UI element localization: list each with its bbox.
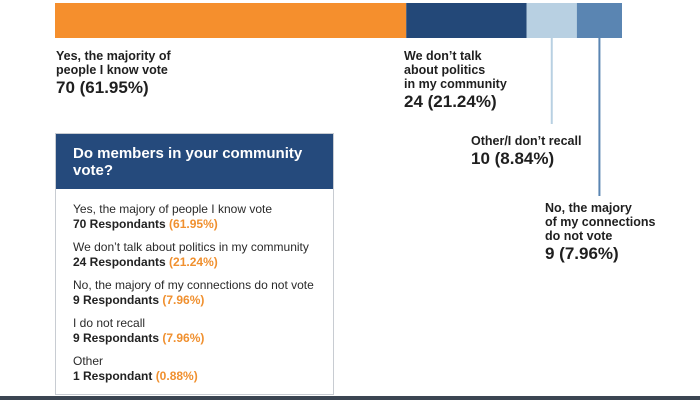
item-question: No, the majory of my connections do not … [73, 278, 314, 292]
callout-no-line1: No, the majory [545, 201, 632, 215]
item-question: Other [73, 354, 104, 368]
callout-dont-talk: We don’t talk about politics in my commu… [404, 49, 554, 112]
callout-no: No, the majory of my connections do not … [545, 201, 685, 264]
item-percent: (7.96%) [162, 331, 205, 345]
card-title: Do members in your community vote? [56, 134, 333, 189]
item-count: 1 Respondant [73, 369, 153, 383]
list-item: Yes, the majory of people I know vote 70 … [73, 202, 333, 232]
list-item: No, the majory of my connections do not … [73, 278, 333, 308]
callout-yes: Yes, the majority of people I know vote … [56, 49, 256, 98]
list-item: I do not recall 9 Respondants (7.96%) [73, 316, 333, 346]
callout-no-line3: do not vote [545, 229, 613, 243]
bar-segment-4 [576, 3, 622, 38]
item-percent: (61.95%) [169, 217, 218, 231]
callout-other-value: 10 (8.84%) [471, 149, 555, 168]
bar-segment-2 [406, 3, 527, 38]
callout-other-line1: Other/I don’t recall [471, 134, 582, 148]
bar-segment-1 [55, 3, 407, 38]
footer-divider [0, 396, 700, 400]
callout-no-value: 9 (7.96%) [545, 244, 619, 263]
item-count: 9 Respondants [73, 293, 160, 307]
callout-yes-value: 70 (61.95%) [56, 78, 149, 97]
item-percent: (7.96%) [162, 293, 205, 307]
list-item: Other 1 Respondant (0.88%) [73, 354, 333, 384]
card-item-list: Yes, the majory of people I know vote 70 … [56, 189, 333, 384]
callout-yes-line2: people I know vote [56, 63, 168, 77]
item-percent: (0.88%) [155, 369, 198, 383]
item-question: We don’t talk about politics in my commu… [73, 240, 309, 254]
survey-summary-card: Do members in your community vote? Yes, … [55, 133, 334, 395]
callout-dont-line1: We don’t talk [404, 49, 482, 63]
item-count: 9 Respondants [73, 331, 160, 345]
callout-yes-line1: Yes, the majority of [56, 49, 171, 63]
item-question: I do not recall [73, 316, 146, 330]
callout-no-line2: of my connections [545, 215, 656, 229]
list-item: We don’t talk about politics in my commu… [73, 240, 333, 270]
bar-segment-3 [526, 3, 577, 38]
item-percent: (21.24%) [169, 255, 218, 269]
callout-dont-line2: about politics [404, 63, 486, 77]
item-count: 70 Respondants [73, 217, 166, 231]
callout-other: Other/I don’t recall 10 (8.84%) [471, 134, 631, 169]
callout-dont-value: 24 (21.24%) [404, 92, 497, 111]
item-question: Yes, the majory of people I know vote [73, 202, 273, 216]
callout-dont-line3: in my community [404, 77, 507, 91]
item-count: 24 Respondants [73, 255, 166, 269]
